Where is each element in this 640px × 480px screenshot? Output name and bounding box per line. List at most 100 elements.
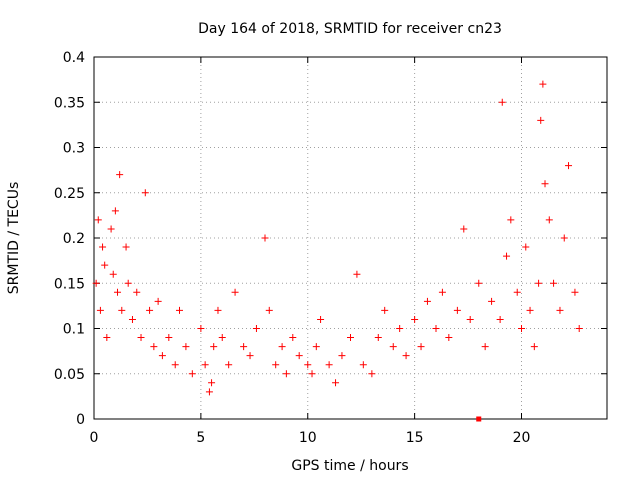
data-point xyxy=(374,334,382,342)
data-point xyxy=(575,325,583,332)
data-point xyxy=(445,334,453,342)
data-point xyxy=(565,162,573,170)
data-point xyxy=(560,234,568,242)
data-points xyxy=(92,80,583,422)
y-tick-label: 0 xyxy=(76,412,85,428)
data-point xyxy=(396,325,404,332)
data-point xyxy=(338,352,346,360)
data-point xyxy=(94,216,102,224)
y-tick-label: 0.1 xyxy=(63,322,85,338)
data-point xyxy=(208,379,216,387)
data-point xyxy=(158,352,166,360)
data-point xyxy=(146,306,154,314)
data-point xyxy=(535,279,543,287)
data-point xyxy=(118,306,126,314)
data-point xyxy=(381,306,389,314)
y-tick-label: 0.2 xyxy=(63,231,85,247)
data-point xyxy=(539,80,547,88)
data-point xyxy=(141,189,149,197)
data-point xyxy=(537,116,545,124)
data-point xyxy=(417,343,425,351)
data-point xyxy=(530,343,538,351)
data-point xyxy=(460,225,468,233)
data-point xyxy=(252,325,260,332)
data-point xyxy=(475,279,483,287)
grid-lines xyxy=(94,57,607,419)
x-tick-label: 20 xyxy=(513,430,531,446)
data-point xyxy=(402,352,410,360)
data-point xyxy=(541,180,549,188)
data-point xyxy=(171,361,179,369)
data-point xyxy=(571,288,579,296)
data-point xyxy=(225,361,233,369)
data-point xyxy=(359,361,367,369)
data-point xyxy=(101,261,109,269)
data-point xyxy=(503,252,511,260)
data-point xyxy=(518,325,525,332)
data-point xyxy=(96,306,104,314)
data-point xyxy=(545,216,553,224)
data-point xyxy=(325,361,333,369)
data-point xyxy=(137,334,145,342)
data-point xyxy=(197,325,205,332)
data-point xyxy=(317,315,325,323)
data-point xyxy=(210,343,218,351)
data-point xyxy=(304,361,312,369)
data-point-square xyxy=(476,416,482,422)
data-point xyxy=(423,297,431,305)
data-point xyxy=(282,370,290,378)
y-axis-label: SRMTID / TECUs xyxy=(6,182,22,295)
data-point xyxy=(498,98,506,106)
data-point xyxy=(154,297,162,305)
data-point xyxy=(214,306,222,314)
data-point xyxy=(116,171,124,179)
data-point xyxy=(246,352,254,360)
data-point xyxy=(411,315,419,323)
data-point xyxy=(265,306,273,314)
y-tick-label: 0.15 xyxy=(54,276,85,292)
data-point xyxy=(368,370,376,378)
data-point xyxy=(176,306,183,314)
data-point xyxy=(218,334,226,342)
data-point xyxy=(103,334,111,342)
data-point xyxy=(295,352,303,360)
data-point xyxy=(150,343,158,351)
data-point xyxy=(438,288,446,296)
y-tick-label: 0.25 xyxy=(54,186,85,202)
axis-ticks: 0 0.05 0.1 0.15 0.2 0.25 0.3 0.35 0.4 0 5 10 15 20 xyxy=(54,50,607,446)
y-tick-label: 0.35 xyxy=(54,95,85,111)
data-point xyxy=(453,306,461,314)
x-tick-label: 0 xyxy=(90,430,99,446)
data-point xyxy=(556,306,564,314)
data-point xyxy=(128,315,136,323)
data-point xyxy=(165,334,173,342)
data-point xyxy=(114,288,122,296)
y-tick-label: 0.3 xyxy=(63,141,85,157)
data-point xyxy=(466,315,474,323)
data-point xyxy=(107,225,115,233)
data-point xyxy=(432,325,440,332)
y-tick-label: 0.05 xyxy=(54,367,85,383)
data-point xyxy=(550,279,558,287)
y-tick-label: 0.4 xyxy=(63,50,85,66)
data-point xyxy=(92,279,100,287)
data-point xyxy=(488,297,496,305)
data-point xyxy=(481,343,489,351)
data-point xyxy=(289,334,297,342)
data-point xyxy=(507,216,515,224)
data-point xyxy=(109,270,117,278)
data-point xyxy=(389,343,397,351)
data-point xyxy=(308,370,316,378)
data-point xyxy=(111,207,119,215)
data-point xyxy=(522,243,530,251)
x-tick-label: 5 xyxy=(196,430,205,446)
data-point xyxy=(347,334,354,342)
data-point xyxy=(188,370,196,378)
data-point xyxy=(122,243,130,251)
data-point xyxy=(312,343,320,351)
data-point xyxy=(272,361,280,369)
data-point xyxy=(261,234,269,242)
data-point xyxy=(205,388,213,396)
data-point xyxy=(182,343,190,351)
data-point xyxy=(99,243,107,251)
